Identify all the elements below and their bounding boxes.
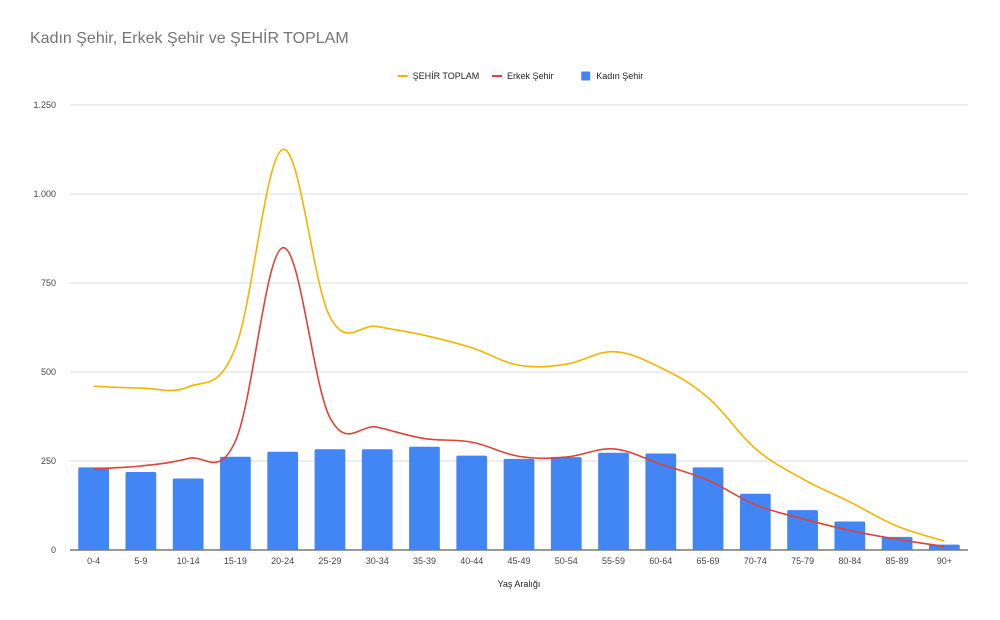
bar [645,453,677,550]
x-tick-label: 40-44 [460,556,483,566]
x-tick-label: 75-79 [791,556,814,566]
x-tick-label: 50-54 [555,556,578,566]
x-tick-label: 45-49 [507,556,530,566]
bar [739,493,771,550]
x-tick-label: 25-29 [318,556,341,566]
bar [314,449,346,550]
y-tick-label: 750 [41,278,56,288]
line-series-path [93,246,945,548]
x-axis-title: Yaş Aralığı [498,579,541,589]
bar [78,467,109,550]
x-tick-label: 90+ [937,556,952,566]
bar [503,458,535,550]
y-tick-label: 250 [41,456,56,466]
y-tick-label: 0 [51,545,56,555]
y-tick-label: 500 [41,367,56,377]
x-tick-label: 0-4 [87,556,100,566]
legend-label: ŞEHİR TOPLAM [413,71,480,81]
x-tick-label: 85-89 [886,556,909,566]
bar [409,446,440,550]
bar [125,472,157,550]
x-tick-label: 80-84 [838,556,861,566]
legend-label: Erkek Şehir [507,71,554,81]
x-tick-label: 15-19 [224,556,247,566]
x-tick-label: 60-64 [649,556,672,566]
legend: ŞEHİR TOPLAM Erkek Şehir Kadın Şehir [397,71,643,81]
bar [598,452,629,550]
y-axis-tick-labels: 0 250 500 750 1.000 1.250 [33,100,56,555]
x-tick-label: 35-39 [413,556,436,566]
bar [220,456,251,550]
y-tick-label: 1.250 [33,100,56,110]
x-tick-label: 5-9 [134,556,147,566]
x-tick-label: 30-34 [366,556,389,566]
x-tick-label: 65-69 [697,556,720,566]
bar [692,467,724,550]
x-tick-label: 20-24 [271,556,294,566]
bar [172,478,204,550]
x-tick-label: 55-59 [602,556,625,566]
bar [267,451,299,550]
legend-label: Kadın Şehir [596,71,643,81]
bar [456,455,488,550]
bar [834,521,866,550]
line-series [93,148,945,548]
line-series-path [93,148,945,542]
bar [550,457,582,550]
y-tick-label: 1.000 [33,189,56,199]
x-tick-label: 10-14 [177,556,200,566]
x-axis-tick-labels: 0-4 5-9 10-14 15-19 20-24 25-29 30-34 35-39 40-4… [87,556,952,566]
x-tick-label: 70-74 [744,556,767,566]
chart-title: Kadın Şehir, Erkek Şehir ve ŞEHİR TOPLAM [30,30,349,47]
bar [361,449,393,550]
bar-series-kadin-sehir [78,446,960,550]
legend-bar-swatch [581,71,591,81]
